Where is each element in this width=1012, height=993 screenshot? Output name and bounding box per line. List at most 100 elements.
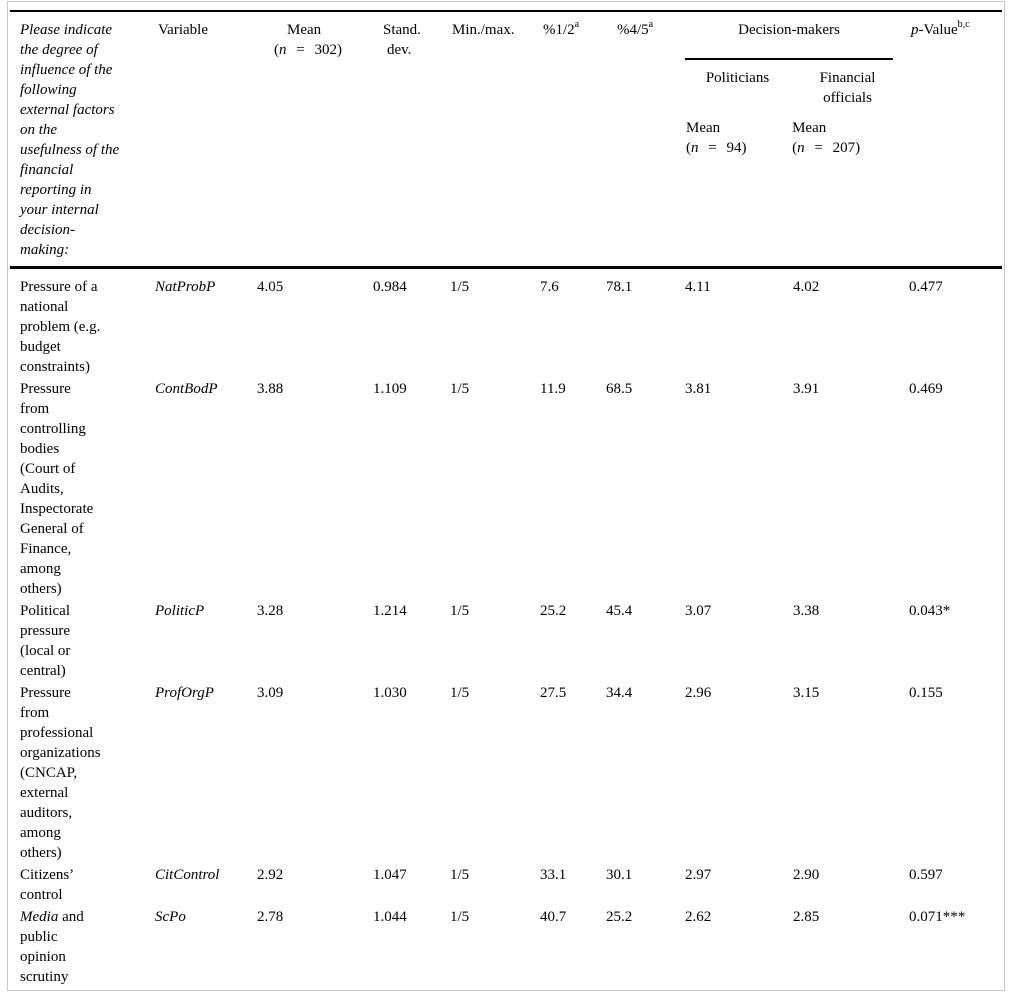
stand-dev-cell: 1.044 [373, 909, 407, 925]
stand-dev-cell: 1.214 [373, 603, 407, 619]
pct-1-2-cell: 7.6 [540, 279, 559, 295]
table-row: Political pressure (local or central) Po… [10, 599, 1002, 681]
min-max-cell: 1/5 [450, 279, 470, 295]
question-text: Please indicate the degree of influence … [20, 22, 120, 258]
table-row: Pressure from controlling bodies (Court … [10, 377, 1002, 599]
pct-1-2-cell: 40.7 [540, 909, 567, 925]
pct-4-5-cell: 45.4 [606, 603, 633, 619]
min-max-cell: 1/5 [450, 381, 470, 397]
financial-officials-sample-size: (n = 207) [792, 140, 861, 156]
pct-4-5-cell: 25.2 [606, 909, 633, 925]
stand-dev-cell: 1.109 [373, 381, 407, 397]
politicians-mean-cell: 2.97 [685, 867, 712, 883]
column-header-pct-4-5: %4/5a [606, 11, 685, 269]
factor-cell: Pressure of a national problem (e.g. bud… [10, 268, 155, 378]
decision-makers-means: Mean (n = 94) Mean (n = 207) [685, 118, 905, 158]
variable-cell: ProfOrgP [155, 685, 214, 701]
table-body: Pressure of a national problem (e.g. bud… [10, 268, 1002, 991]
factor-emphasis: Media [20, 909, 59, 925]
decision-makers-subgroups: Politicians Financial officials [685, 68, 905, 108]
mean-cell: 2.78 [257, 909, 284, 925]
factor-text: Pressure of a national problem (e.g. bud… [20, 279, 101, 375]
mean-cell: 3.09 [257, 685, 284, 701]
min-max-cell: 1/5 [450, 867, 470, 883]
pct-1-2-cell: 11.9 [540, 381, 566, 397]
p-value-cell: 0.477 [909, 279, 943, 295]
min-max-cell: 1/5 [450, 909, 470, 925]
financial-officials-label: Financial officials [819, 70, 876, 106]
pct-1-2-cell: 25.2 [540, 603, 567, 619]
variable-cell: PoliticP [155, 603, 205, 619]
mean-cell: 4.05 [257, 279, 284, 295]
factor-cell: Media and public opinion scrutiny [10, 905, 155, 990]
column-header-min-max: Min./max. [450, 11, 540, 269]
mean-label: Mean [287, 22, 322, 38]
pct-4-5-cell: 34.4 [606, 685, 633, 701]
variable-cell: ScPo [155, 909, 186, 925]
politicians-mean-cell: 3.07 [685, 603, 712, 619]
factor-cell: Pressure from professional organizations… [10, 681, 155, 863]
footnote-marker-a: a [574, 19, 580, 30]
pct-4-5-cell: 78.1 [606, 279, 633, 295]
mean-cell: 3.28 [257, 603, 284, 619]
table-row: Pressure of a national problem (e.g. bud… [10, 268, 1002, 378]
pct-1-2-cell: 33.1 [540, 867, 567, 883]
factor-text: Pressure from professional organizations… [20, 685, 101, 861]
page-frame: Please indicate the degree of influence … [7, 1, 1005, 991]
header-row: Please indicate the degree of influence … [10, 11, 1002, 269]
min-max-cell: 1/5 [450, 603, 470, 619]
politicians-mean-cell: 2.62 [685, 909, 712, 925]
financial-mean-cell: 2.90 [793, 867, 820, 883]
factor-text: Political pressure (local or central) [20, 603, 71, 679]
stand-dev-cell: 1.030 [373, 685, 407, 701]
mean-cell: 3.88 [257, 381, 284, 397]
decision-makers-rule [685, 58, 893, 60]
politicians-mean-cell: 3.81 [685, 381, 712, 397]
column-header-p-value: p-Valueb,c [905, 11, 1002, 269]
financial-mean-cell: 3.15 [793, 685, 820, 701]
footnote-marker-a: a [648, 19, 654, 30]
stand-dev-cell: 0.984 [373, 279, 407, 295]
financial-officials-mean-header: Mean (n = 207) [789, 118, 905, 158]
p-value-cell: 0.597 [909, 867, 943, 883]
factor-text: Citizens’ control [20, 867, 74, 903]
factor-cell: Citizens’ control [10, 863, 155, 905]
pct-1-2-cell: 27.5 [540, 685, 567, 701]
column-header-stand-dev: Stand. dev. [373, 11, 450, 269]
politicians-mean-cell: 4.11 [685, 279, 711, 295]
politicians-mean-cell: 2.96 [685, 685, 712, 701]
politicians-sample-size: (n = 94) [686, 140, 747, 156]
financial-mean-cell: 2.85 [793, 909, 820, 925]
mean-cell: 2.92 [257, 867, 284, 883]
politicians-label: Politicians [705, 70, 770, 86]
politicians-mean-header: Mean (n = 94) [685, 118, 789, 158]
column-header-variable: Variable [155, 11, 248, 269]
column-header-pct-1-2: %1/2a [540, 11, 606, 269]
p-value-cell: 0.043* [909, 603, 951, 619]
stand-dev-cell: 1.047 [373, 867, 407, 883]
variable-cell: ContBodP [155, 381, 218, 397]
statistics-table: Please indicate the degree of influence … [10, 10, 1002, 991]
column-header-question: Please indicate the degree of influence … [10, 11, 155, 269]
mean-sample-size: (n = 302) [274, 42, 342, 58]
variable-cell: NatProbP [155, 279, 216, 295]
factor-cell: Political pressure (local or central) [10, 599, 155, 681]
table-header: Please indicate the degree of influence … [10, 11, 1002, 269]
table-row: Pressure from professional organizations… [10, 681, 1002, 863]
factor-text: Pressure from controlling bodies (Court … [20, 381, 94, 597]
decision-makers-label: Decision-makers [738, 22, 840, 38]
financial-mean-cell: 3.38 [793, 603, 820, 619]
variable-cell: CitControl [155, 867, 220, 883]
table-row: Media and public opinion scrutiny ScPo 2… [10, 905, 1002, 990]
factor-cell: Pressure from controlling bodies (Court … [10, 377, 155, 599]
p-value-cell: 0.071*** [909, 909, 966, 925]
p-value-cell: 0.155 [909, 685, 943, 701]
financial-mean-cell: 4.02 [793, 279, 820, 295]
factor-text: and public opinion scrutiny [20, 909, 84, 985]
pct-4-5-cell: 30.1 [606, 867, 633, 883]
footnote-marker-bc: b,c [957, 19, 970, 30]
column-header-decision-makers: Decision-makers Politicians Financial of… [685, 11, 905, 269]
pct-4-5-cell: 68.5 [606, 381, 633, 397]
financial-mean-cell: 3.91 [793, 381, 820, 397]
min-max-cell: 1/5 [450, 685, 470, 701]
